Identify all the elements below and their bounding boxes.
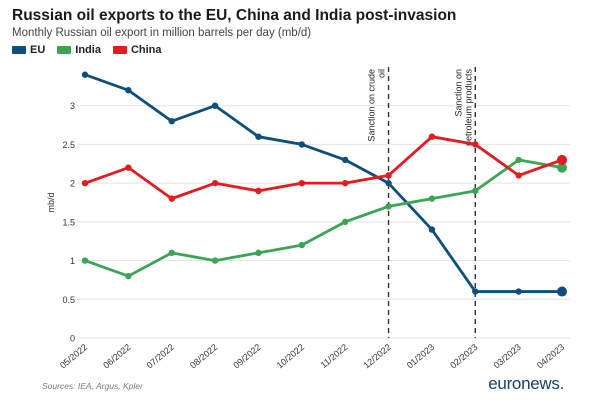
data-point-china [385, 172, 392, 179]
data-point-china [168, 195, 175, 202]
y-tick-label: 2.5 [62, 140, 75, 150]
data-point-india [515, 156, 522, 164]
x-tick-label: 09/2022 [231, 342, 262, 371]
x-tick-label: 05/2022 [58, 342, 89, 371]
data-point-india [255, 249, 262, 257]
data-point-india [472, 187, 479, 195]
data-point-china [125, 164, 132, 171]
data-point-india [81, 257, 89, 264]
data-point-china [515, 172, 522, 179]
data-point-china [81, 179, 89, 187]
x-tick-label: 01/2023 [405, 342, 436, 371]
annotation-label: oil [377, 69, 387, 78]
chart-title: Russian oil exports to the EU, China and… [12, 7, 457, 24]
data-point-eu [255, 133, 262, 140]
legend-item-india: India [57, 44, 101, 56]
data-point-india [298, 241, 306, 249]
data-point-eu [472, 288, 479, 295]
x-tick-label: 02/2023 [448, 342, 479, 371]
y-tick-label: 2 [70, 179, 75, 189]
y-axis-label: mb/d [46, 192, 56, 212]
data-point-china [211, 179, 219, 187]
x-tick-label: 08/2022 [188, 342, 219, 371]
y-tick-label: 3 [70, 101, 75, 111]
data-point-eu [168, 118, 175, 125]
data-point-eu [385, 179, 392, 187]
legend-label-china: China [130, 44, 162, 56]
annotation-label: Sanction on crude [367, 69, 377, 142]
chart-subtitle: Monthly Russian oil export in million ba… [12, 27, 312, 39]
legend-item-china: China [112, 44, 162, 56]
legend-swatch-india [57, 46, 72, 54]
x-tick-label: 04/2023 [535, 342, 566, 371]
data-point-india [125, 272, 132, 280]
data-point-china [298, 179, 306, 187]
data-point-eu [125, 87, 132, 94]
series-line-china [83, 135, 564, 201]
source-note: Sources: IEA, Argus, Kpler [42, 381, 143, 391]
legend-label-india: India [75, 44, 101, 56]
series-line-eu [83, 73, 564, 293]
data-point-india [341, 218, 349, 226]
x-tick-label: 06/2022 [101, 342, 132, 371]
data-point-eu [298, 141, 306, 148]
data-point-india [557, 162, 567, 173]
x-tick-label: 11/2022 [319, 342, 350, 370]
legend-swatch-china [112, 46, 127, 54]
x-tick-label: 10/2022 [275, 342, 306, 371]
data-point-china [472, 141, 479, 148]
legend-label-eu: EU [30, 44, 46, 56]
y-tick-label: 1.5 [62, 217, 75, 227]
x-tick-label: 12/2022 [361, 342, 392, 371]
y-tick-label: 1 [70, 256, 75, 266]
data-point-india [211, 257, 219, 264]
data-point-china [255, 187, 262, 195]
y-tick-label: 0 [70, 334, 75, 344]
data-point-india [385, 203, 392, 210]
data-point-eu [81, 71, 89, 78]
data-point-eu [515, 288, 522, 295]
data-point-eu [557, 286, 567, 297]
annotation-label: Sanction on [453, 69, 463, 117]
data-point-china [341, 179, 349, 187]
data-point-china [557, 154, 567, 165]
annotation-label: petroleum products [463, 69, 473, 147]
data-point-eu [341, 156, 349, 164]
data-point-india [428, 195, 436, 202]
legend-swatch-eu [12, 46, 26, 54]
y-tick-label: 0.5 [62, 295, 75, 305]
legend: EU India China [12, 44, 162, 56]
data-point-eu [428, 226, 436, 233]
data-point-china [428, 133, 436, 140]
brand-logo: euronews. [488, 374, 564, 393]
x-tick-label: 07/2022 [145, 342, 176, 371]
series-line-india [83, 158, 564, 278]
data-point-india [168, 249, 175, 257]
data-point-eu [211, 102, 219, 109]
legend-item-eu: EU [12, 44, 45, 56]
x-tick-label: 03/2023 [492, 342, 523, 371]
